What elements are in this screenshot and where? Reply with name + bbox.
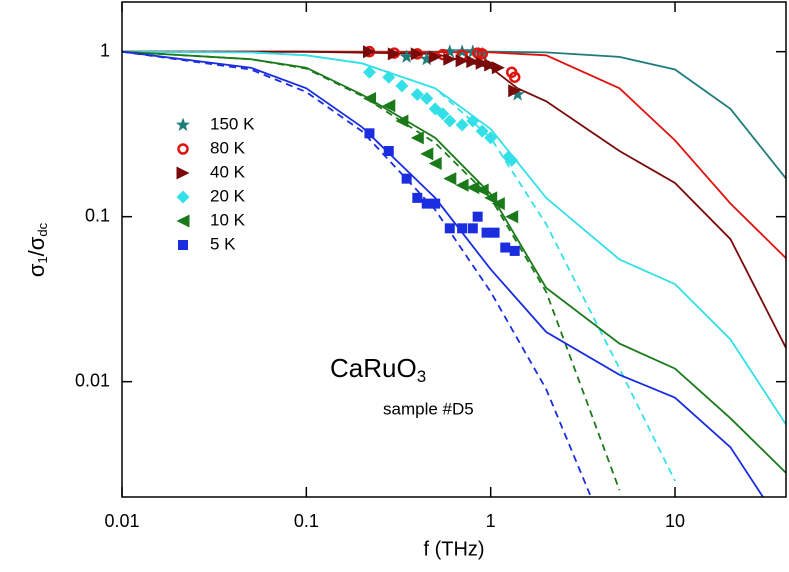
marker [455, 54, 469, 68]
marker [475, 124, 489, 138]
plot-area [122, 44, 786, 497]
marker [475, 183, 489, 197]
annotation-title: CaRuO3 [330, 353, 426, 387]
y-axis-label-part: σ [24, 263, 49, 277]
marker [382, 99, 396, 113]
marker [399, 49, 414, 63]
marker [410, 88, 424, 101]
marker [457, 223, 468, 234]
marker [466, 114, 480, 128]
marker [443, 114, 457, 128]
marker [455, 178, 469, 192]
annotation-part: 3 [417, 367, 426, 386]
marker [363, 45, 376, 59]
marker [363, 65, 376, 79]
marker [510, 87, 525, 101]
legend-label: 20 K [210, 186, 246, 205]
marker [428, 50, 442, 64]
annotation-part: CaRuO [330, 353, 417, 383]
fit-line-dashed [122, 50, 592, 497]
marker [395, 114, 409, 128]
x-tick-label: 10 [665, 511, 685, 531]
marker [382, 70, 396, 84]
marker [430, 198, 441, 209]
marker [443, 172, 457, 186]
marker [491, 197, 505, 211]
legend-marker [178, 240, 188, 250]
x-tick-label: 0.01 [104, 511, 139, 531]
marker [466, 181, 480, 195]
marker [395, 79, 409, 93]
marker [484, 131, 498, 145]
marker [363, 92, 376, 105]
marker [442, 44, 457, 58]
marker [475, 56, 489, 70]
marker [472, 211, 483, 222]
marker [387, 47, 401, 61]
legend-marker [177, 143, 189, 155]
marker [489, 227, 500, 238]
y-tick-label: 1 [100, 40, 110, 60]
marker [420, 147, 434, 161]
marker [508, 71, 521, 83]
marker [444, 223, 455, 234]
y-axis-label-part: dc [35, 222, 50, 236]
marker [436, 107, 450, 121]
marker [505, 210, 519, 224]
marker [476, 48, 488, 60]
legend-marker [176, 190, 190, 204]
annotation: sample #D5 [383, 399, 474, 418]
legend-label: 150 K [210, 114, 255, 133]
marker [508, 84, 522, 98]
x-axis-label: f (THz) [423, 538, 484, 560]
legend-marker [176, 214, 190, 228]
plot-frame [121, 1, 787, 498]
marker [484, 58, 498, 72]
marker [410, 131, 424, 145]
marker [471, 47, 484, 59]
y-axis-label: σ1/σdc [24, 222, 51, 277]
legend-marker [175, 117, 191, 132]
x-tick-label: 1 [486, 511, 496, 531]
marker [364, 128, 375, 139]
x-tick-label: 0.1 [294, 511, 319, 531]
marker [500, 242, 511, 253]
marker [401, 173, 412, 184]
legend-label: 80 K [210, 138, 246, 157]
legend-label: 5 K [210, 234, 236, 253]
y-tick-label: 0.1 [85, 205, 110, 225]
legend-label: 10 K [210, 210, 246, 229]
legend-label: 40 K [210, 162, 246, 181]
marker [491, 61, 505, 75]
marker [455, 118, 469, 132]
marker [412, 192, 423, 203]
marker [505, 153, 519, 167]
marker [443, 52, 457, 66]
marker [467, 223, 478, 234]
fit-line-dashed [122, 50, 676, 482]
fit-line [122, 50, 786, 474]
y-axis-label-part: 1 [35, 256, 50, 263]
marker [410, 47, 424, 61]
marker [421, 198, 432, 209]
marker [484, 191, 498, 205]
legend-marker [176, 166, 190, 180]
marker [509, 245, 520, 256]
fit-line [122, 50, 764, 497]
marker [420, 92, 434, 105]
marker [419, 51, 434, 66]
y-axis-label-part: /σ [24, 236, 49, 256]
marker [383, 146, 394, 157]
fit-line-dashed [122, 50, 621, 491]
marker [481, 227, 492, 238]
fit-line [122, 50, 786, 425]
marker [466, 55, 480, 69]
y-tick-label: 0.01 [75, 370, 110, 390]
marker [437, 48, 449, 61]
marker [428, 157, 442, 170]
